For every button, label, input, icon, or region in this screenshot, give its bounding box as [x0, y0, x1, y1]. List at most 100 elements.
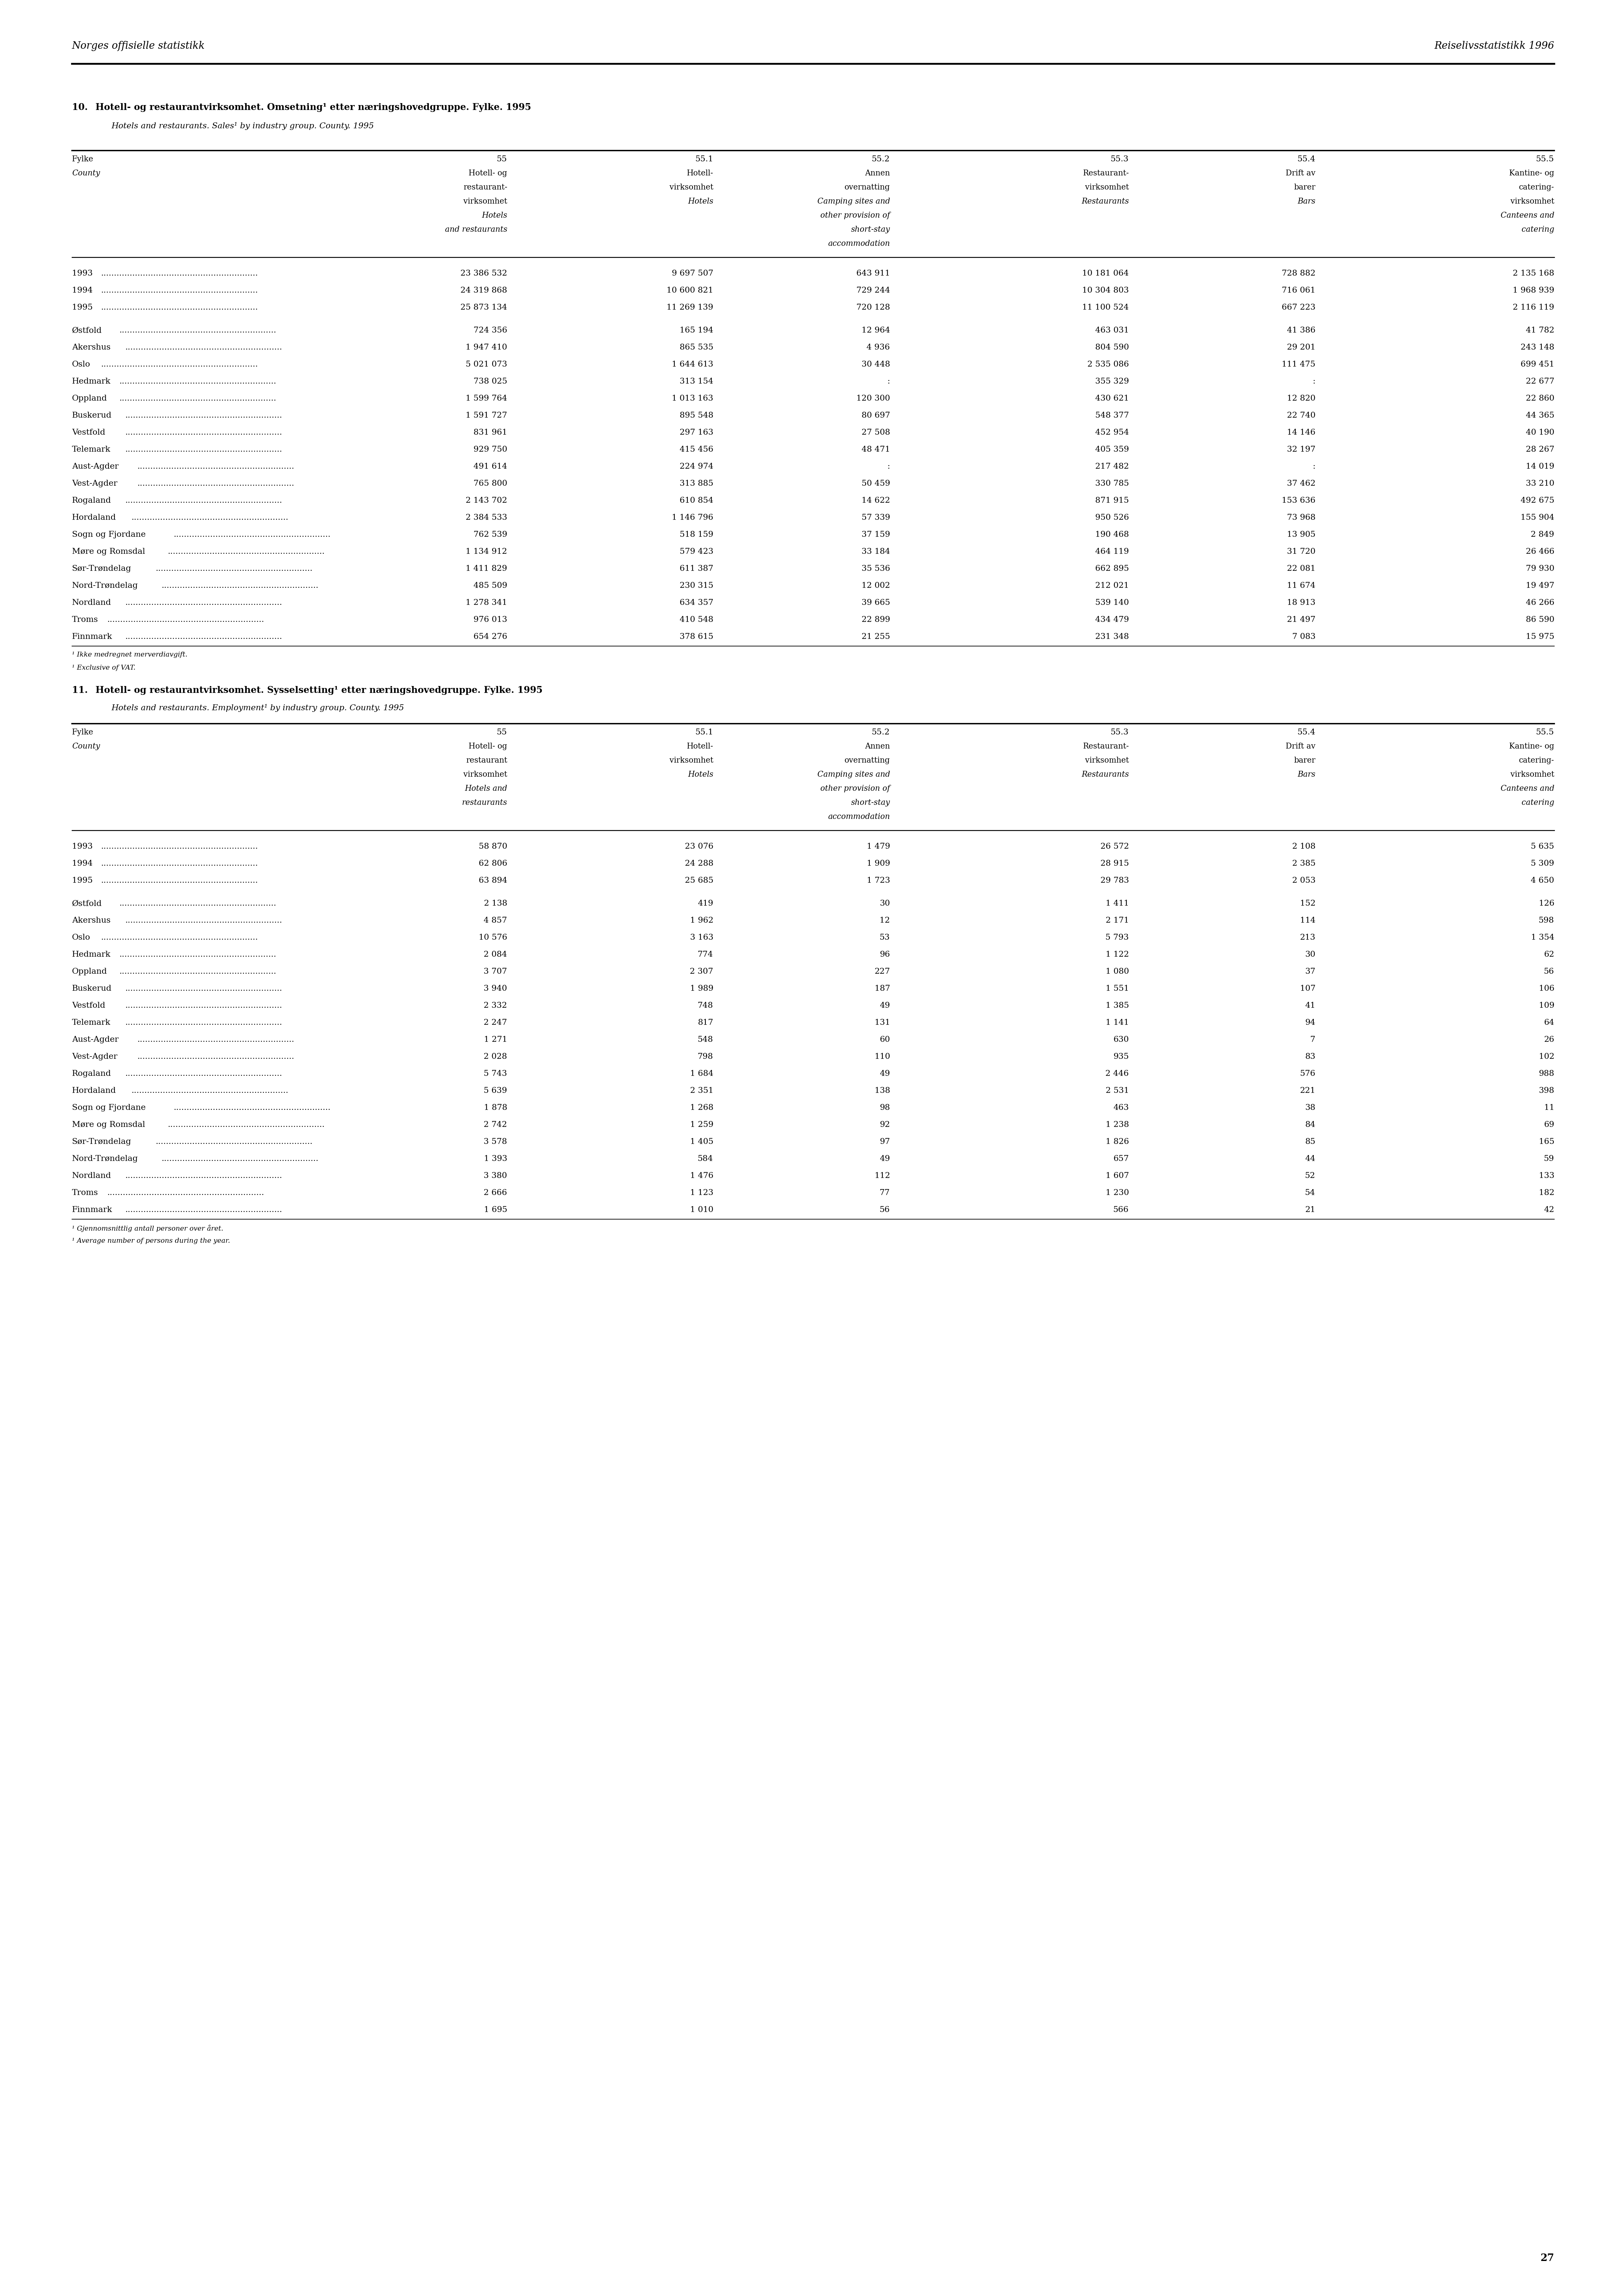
- Text: ............................................................: ........................................…: [125, 985, 282, 992]
- Text: Hotels and restaurants. Employment¹ by industry group. County. 1995: Hotels and restaurants. Employment¹ by i…: [112, 705, 404, 712]
- Text: 2 384 533: 2 384 533: [466, 514, 506, 521]
- Text: 37 462: 37 462: [1287, 480, 1315, 487]
- Text: 4 857: 4 857: [484, 916, 506, 925]
- Text: Nord-Trøndelag: Nord-Trøndelag: [71, 1155, 138, 1162]
- Text: 1 947 410: 1 947 410: [466, 344, 506, 351]
- Text: 2 446: 2 446: [1105, 1070, 1130, 1077]
- Text: 3 578: 3 578: [484, 1139, 506, 1146]
- Text: ............................................................: ........................................…: [167, 1120, 325, 1130]
- Text: 49: 49: [880, 1001, 889, 1010]
- Text: Drift av: Drift av: [1285, 170, 1315, 177]
- Text: 26: 26: [1543, 1035, 1555, 1045]
- Text: Hotels: Hotels: [688, 771, 714, 778]
- Text: 102: 102: [1539, 1054, 1555, 1061]
- Text: :: :: [888, 379, 889, 386]
- Text: Sogn og Fjordane: Sogn og Fjordane: [71, 1104, 146, 1111]
- Text: 4 936: 4 936: [867, 344, 889, 351]
- Text: 110: 110: [875, 1054, 889, 1061]
- Text: ............................................................: ........................................…: [101, 934, 258, 941]
- Text: 79 930: 79 930: [1526, 565, 1555, 572]
- Text: Fylke: Fylke: [71, 156, 94, 163]
- Text: Møre og Romsdal: Møre og Romsdal: [71, 549, 144, 556]
- Text: 3 707: 3 707: [484, 969, 506, 976]
- Text: other provision of: other provision of: [820, 785, 889, 792]
- Text: 14 146: 14 146: [1287, 429, 1315, 436]
- Text: 230 315: 230 315: [680, 581, 714, 590]
- Text: Vestfold: Vestfold: [71, 1001, 105, 1010]
- Text: 419: 419: [698, 900, 714, 907]
- Text: 182: 182: [1539, 1189, 1555, 1196]
- Text: overnatting: overnatting: [844, 758, 889, 765]
- Text: :: :: [888, 464, 889, 471]
- Text: 463: 463: [1113, 1104, 1130, 1111]
- Text: Drift av: Drift av: [1285, 742, 1315, 751]
- Text: 11: 11: [1543, 1104, 1555, 1111]
- Text: ............................................................: ........................................…: [125, 496, 282, 505]
- Text: virksomhet: virksomhet: [669, 758, 714, 765]
- Text: 576: 576: [1300, 1070, 1315, 1077]
- Text: 929 750: 929 750: [474, 445, 506, 452]
- Text: 865 535: 865 535: [680, 344, 714, 351]
- Text: 2 053: 2 053: [1292, 877, 1315, 884]
- Text: 10 181 064: 10 181 064: [1083, 269, 1130, 278]
- Text: Hotels: Hotels: [482, 211, 506, 220]
- Text: 5 021 073: 5 021 073: [466, 360, 506, 367]
- Text: 30 448: 30 448: [862, 360, 889, 367]
- Text: Hedmark: Hedmark: [71, 379, 110, 386]
- Text: 112: 112: [875, 1173, 889, 1180]
- Text: 69: 69: [1543, 1120, 1555, 1130]
- Text: 25 685: 25 685: [685, 877, 714, 884]
- Text: ............................................................: ........................................…: [125, 1019, 282, 1026]
- Text: 10 304 803: 10 304 803: [1083, 287, 1130, 294]
- Text: 2 135 168: 2 135 168: [1513, 269, 1555, 278]
- Text: 728 882: 728 882: [1282, 269, 1315, 278]
- Text: 11 674: 11 674: [1287, 581, 1315, 590]
- Text: Aust-Agder: Aust-Agder: [71, 464, 118, 471]
- Text: 1 134 912: 1 134 912: [466, 549, 506, 556]
- Text: 15 975: 15 975: [1526, 634, 1555, 641]
- Text: 155 904: 155 904: [1521, 514, 1555, 521]
- Text: Hordaland: Hordaland: [71, 1086, 117, 1095]
- Text: 2 138: 2 138: [484, 900, 506, 907]
- Text: 804 590: 804 590: [1096, 344, 1130, 351]
- Text: ............................................................: ........................................…: [118, 326, 276, 335]
- Text: Troms: Troms: [71, 615, 97, 625]
- Text: 10 576: 10 576: [479, 934, 506, 941]
- Text: Annen: Annen: [865, 170, 889, 177]
- Text: virksomhet: virksomhet: [1511, 771, 1555, 778]
- Text: 452 954: 452 954: [1096, 429, 1130, 436]
- Text: 662 895: 662 895: [1096, 565, 1130, 572]
- Text: 55.1: 55.1: [695, 728, 714, 737]
- Text: 21 497: 21 497: [1287, 615, 1315, 625]
- Text: Sør-Trøndelag: Sør-Trøndelag: [71, 565, 131, 572]
- Text: 654 276: 654 276: [474, 634, 506, 641]
- Text: 120 300: 120 300: [857, 395, 889, 402]
- Text: ............................................................: ........................................…: [125, 634, 282, 641]
- Text: 5 635: 5 635: [1530, 843, 1555, 850]
- Text: 434 479: 434 479: [1096, 615, 1130, 625]
- Text: 1 411: 1 411: [1105, 900, 1130, 907]
- Text: 1 141: 1 141: [1105, 1019, 1130, 1026]
- Text: 1994: 1994: [71, 287, 93, 294]
- Text: 21: 21: [1305, 1205, 1315, 1215]
- Text: Rogaland: Rogaland: [71, 1070, 112, 1077]
- Text: ............................................................: ........................................…: [101, 269, 258, 278]
- Text: 55: 55: [497, 156, 506, 163]
- Text: Sør-Trøndelag: Sør-Trøndelag: [71, 1139, 131, 1146]
- Text: Østfold: Østfold: [71, 326, 102, 335]
- Text: ............................................................: ........................................…: [162, 1155, 318, 1162]
- Text: ¹ Ikke medregnet merverdiavgift.: ¹ Ikke medregnet merverdiavgift.: [71, 652, 187, 659]
- Text: 57 339: 57 339: [862, 514, 889, 521]
- Text: 5 743: 5 743: [484, 1070, 506, 1077]
- Text: Hotels and restaurants. Sales¹ by industry group. County. 1995: Hotels and restaurants. Sales¹ by indust…: [112, 122, 373, 131]
- Text: 584: 584: [698, 1155, 714, 1162]
- Text: 1 476: 1 476: [690, 1173, 714, 1180]
- Text: 96: 96: [880, 951, 889, 957]
- Text: 64: 64: [1543, 1019, 1555, 1026]
- Text: 55: 55: [497, 728, 506, 737]
- Text: 2 028: 2 028: [484, 1054, 506, 1061]
- Text: 77: 77: [880, 1189, 889, 1196]
- Text: 60: 60: [880, 1035, 889, 1045]
- Text: 13 905: 13 905: [1287, 530, 1315, 540]
- Text: 1 644 613: 1 644 613: [672, 360, 714, 367]
